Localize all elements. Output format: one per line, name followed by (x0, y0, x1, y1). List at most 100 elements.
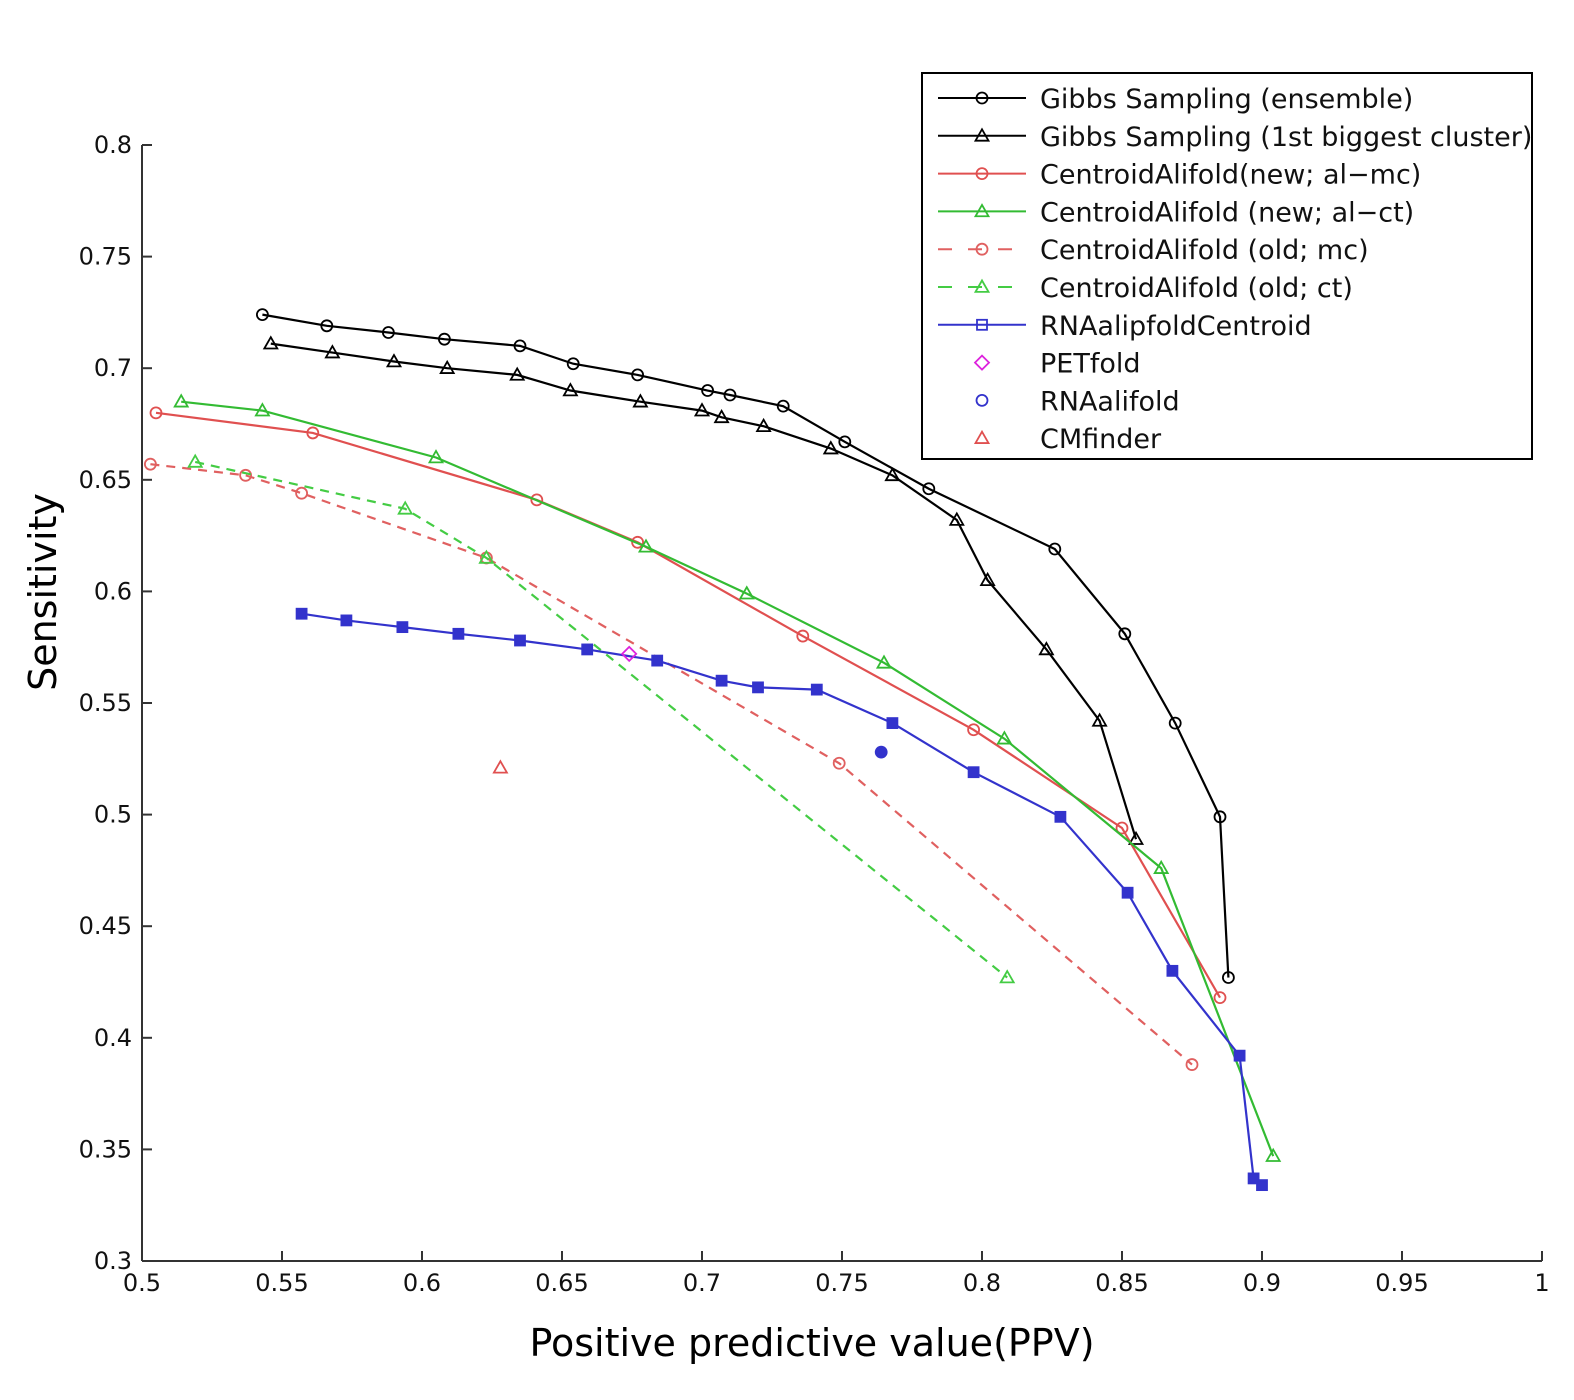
data-point (701, 384, 714, 397)
data-point (713, 408, 730, 424)
data-point (437, 332, 451, 346)
data-point (1121, 886, 1134, 899)
series-layer (143, 308, 1282, 1192)
data-point (886, 717, 899, 729)
data-point (979, 571, 996, 587)
legend-item: CentroidAlifold (old; mc) (938, 235, 1369, 266)
data-point (838, 435, 852, 449)
x-tick-label: 0.5 (123, 1269, 161, 1297)
data-point (715, 674, 728, 687)
data-point (187, 453, 204, 468)
series-line (150, 463, 1193, 1066)
data-point (320, 319, 334, 333)
legend-label: PETfold (1040, 349, 1141, 380)
data-point (973, 429, 991, 444)
data-point (723, 388, 737, 402)
data-point (439, 359, 456, 374)
data-point (752, 681, 764, 694)
legend-item: CentroidAlifold(new; al−mc) (938, 160, 1421, 191)
x-tick-label: 0.85 (1095, 1269, 1148, 1297)
data-point (651, 654, 664, 667)
x-tick-label: 0.55 (255, 1269, 308, 1297)
series-line (270, 342, 1138, 840)
series-6 (187, 453, 1016, 984)
data-point (975, 393, 989, 407)
y-axis-title: Sensitivity (21, 493, 65, 691)
y-tick-label: 0.55 (79, 689, 132, 717)
legend-label: CentroidAlifold (new; al−ct) (1040, 197, 1414, 228)
data-point (1118, 627, 1132, 641)
data-point (514, 634, 526, 647)
data-point (973, 127, 991, 142)
y-tick-label: 0.45 (79, 912, 132, 940)
data-point (581, 643, 594, 656)
data-point (975, 242, 989, 256)
series-9 (874, 745, 888, 759)
series-line (181, 400, 1275, 1157)
series-10 (492, 759, 509, 774)
legend-item: CentroidAlifold (old; ct) (938, 273, 1353, 304)
y-tick-label: 0.65 (79, 466, 132, 494)
data-point (149, 406, 163, 420)
x-ticks: 0.5 0.55 0.6 0.65 0.7 0.75 0.8 0.85 0.9 0.95 1 (123, 1251, 1550, 1297)
data-point (620, 645, 638, 663)
data-point (922, 482, 936, 496)
data-point (631, 535, 644, 549)
axes: 0.5 0.55 0.6 0.65 0.7 0.75 0.8 0.85 0.9 0.95 1 0.3… (79, 131, 1550, 1297)
legend-label: Gibbs Sampling (1st biggest cluster) (1040, 122, 1532, 153)
data-point (1115, 821, 1129, 835)
data-point (1166, 964, 1179, 977)
data-point (693, 402, 711, 417)
y-tick-label: 0.35 (79, 1135, 132, 1163)
legend-label: CMfinder (1040, 424, 1162, 455)
series-line (301, 612, 1263, 1186)
y-tick-label: 0.6 (94, 577, 132, 605)
legend-label: RNAalifold (1040, 386, 1180, 417)
data-point (967, 766, 980, 779)
legend-item: CentroidAlifold (new; al−ct) (938, 197, 1414, 228)
y-tick-label: 0.7 (94, 354, 132, 382)
y-tick-label: 0.8 (94, 131, 132, 159)
data-point (1247, 1172, 1260, 1185)
data-point (973, 203, 991, 218)
data-point (632, 393, 649, 408)
legend-item: RNAalifold (975, 386, 1180, 417)
x-axis-title: Positive predictive value(PPV) (529, 1321, 1094, 1365)
data-point (1127, 830, 1145, 845)
data-point (999, 969, 1016, 984)
x-tick-label: 0.6 (403, 1269, 441, 1297)
data-point (143, 457, 157, 471)
data-point (530, 493, 544, 507)
data-point (562, 382, 579, 397)
data-point (295, 607, 308, 620)
data-point (1038, 641, 1055, 656)
x-tick-label: 0.9 (1243, 1269, 1281, 1297)
data-point (1213, 810, 1227, 824)
data-point (822, 440, 839, 455)
data-point (967, 723, 980, 737)
legend-box (921, 72, 1533, 460)
legend-label: CentroidAlifold(new; al−mc) (1040, 160, 1421, 191)
data-point (492, 759, 509, 774)
legend-item: RNAalipfoldCentroid (938, 311, 1312, 342)
x-tick-label: 1 (1534, 1269, 1549, 1297)
x-tick-label: 0.8 (963, 1269, 1001, 1297)
data-point (948, 511, 965, 526)
data-point (755, 417, 772, 433)
data-point (306, 426, 320, 440)
legend-items: Gibbs Sampling (ensemble) Gibbs Sampling … (938, 84, 1532, 455)
data-point (973, 354, 991, 371)
data-point (832, 756, 846, 770)
data-point (1233, 1049, 1246, 1062)
data-point (513, 339, 527, 353)
data-point (173, 393, 190, 408)
data-point (396, 621, 409, 634)
x-tick-label: 0.65 (535, 1269, 588, 1297)
data-point (1222, 971, 1235, 984)
data-point (255, 308, 269, 322)
data-point (397, 500, 414, 515)
x-tick-label: 0.75 (815, 1269, 868, 1297)
data-point (452, 627, 465, 640)
series-line (155, 411, 1221, 999)
